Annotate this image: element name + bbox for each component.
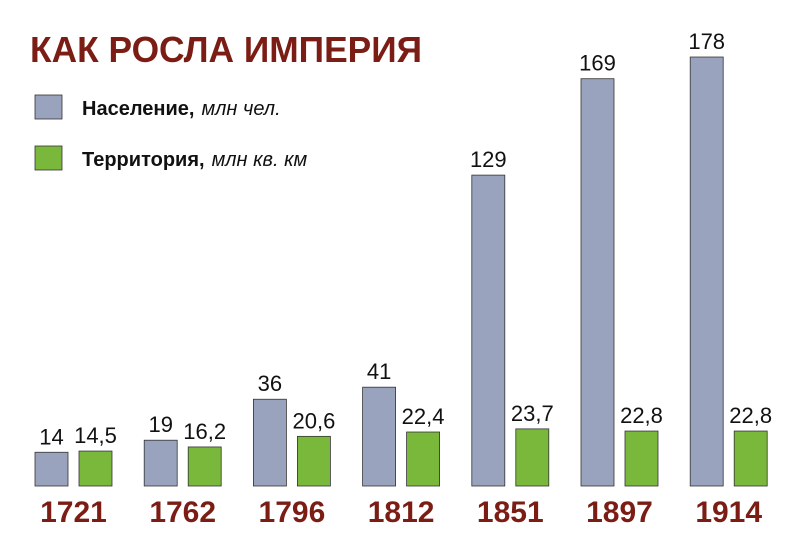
x-tick-label: 1796 — [259, 496, 326, 529]
x-tick-label: 1851 — [477, 496, 544, 529]
legend-unit: млн кв. км — [212, 149, 308, 171]
x-tick-label: 1762 — [149, 496, 216, 529]
bar — [143, 439, 178, 487]
chart-title: КАК РОСЛА ИМПЕРИЯ — [30, 29, 422, 70]
x-tick-label: 1812 — [368, 496, 435, 529]
legend-label: Население, млн чел. — [82, 98, 281, 120]
value-label: 36 — [258, 371, 282, 396]
bar — [689, 56, 724, 487]
value-label: 14 — [39, 424, 63, 449]
legend-name: Территория, — [82, 149, 205, 171]
value-label: 178 — [688, 29, 725, 54]
legend-label: Территория, млн кв. км — [82, 149, 308, 171]
bar — [362, 386, 397, 487]
value-label: 19 — [148, 412, 172, 437]
legend-name: Население, — [82, 98, 194, 120]
bar — [406, 431, 441, 487]
value-label: 23,7 — [511, 401, 554, 426]
x-tick-label: 1897 — [586, 496, 653, 529]
bar — [515, 428, 550, 487]
bar — [187, 446, 222, 487]
value-label: 14,5 — [74, 423, 117, 448]
value-label: 41 — [367, 359, 391, 384]
bar — [733, 430, 768, 487]
value-label: 169 — [579, 51, 616, 76]
legend-unit: млн чел. — [201, 98, 280, 120]
bar — [78, 450, 113, 487]
x-tick-label: 1721 — [40, 496, 107, 529]
bar — [471, 174, 506, 487]
value-label: 22,8 — [729, 403, 772, 428]
bar — [624, 430, 659, 487]
legend-swatch — [34, 145, 63, 171]
bar — [296, 435, 331, 487]
bar — [580, 78, 615, 487]
bar — [252, 398, 287, 487]
value-label: 129 — [470, 147, 507, 172]
x-tick-label: 1914 — [695, 496, 762, 529]
legend-swatch — [34, 94, 63, 120]
value-label: 22,4 — [402, 404, 445, 429]
bar — [34, 451, 69, 487]
value-label: 16,2 — [183, 419, 226, 444]
value-label: 22,8 — [620, 403, 663, 428]
value-label: 20,6 — [292, 408, 335, 433]
